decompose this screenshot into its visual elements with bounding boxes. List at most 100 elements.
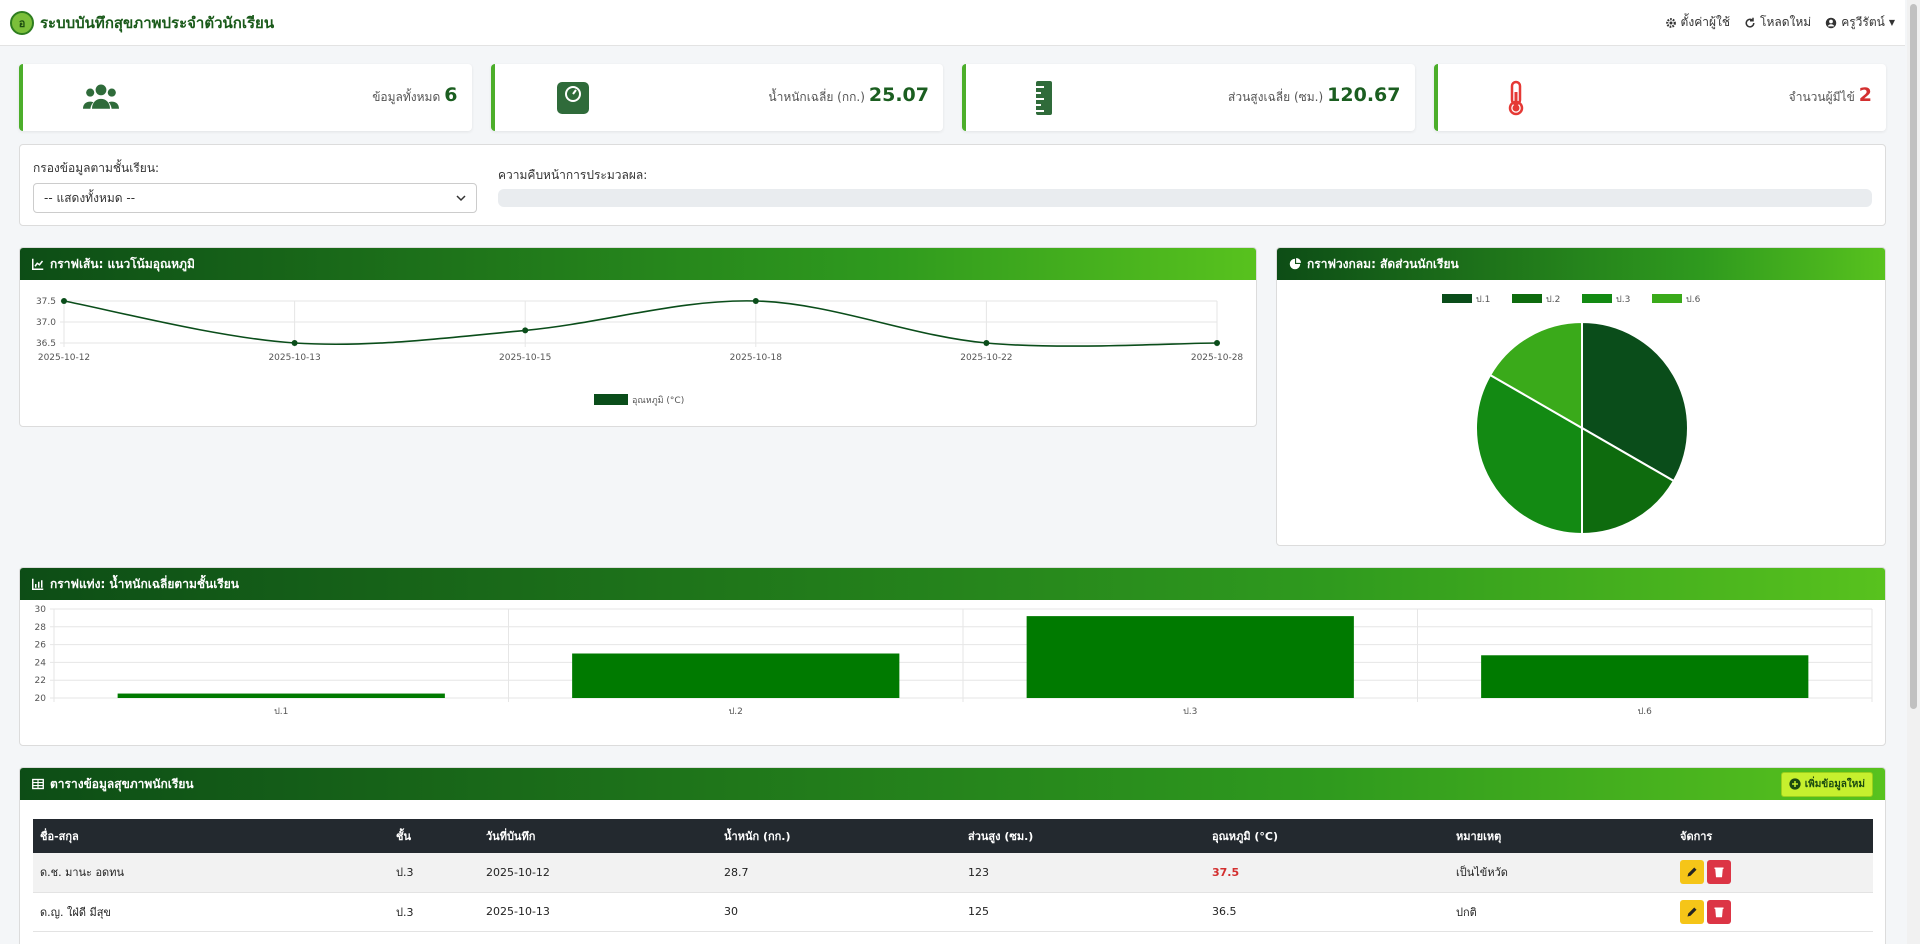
settings-label: ตั้งค่าผู้ใช้	[1680, 15, 1730, 29]
x-tick-label: ป.2	[729, 707, 743, 717]
pie-slice	[1475, 373, 1583, 536]
col-date: วันที่บันทึก	[486, 830, 536, 843]
cell-grade: ป.3	[396, 866, 414, 880]
cell-height: 123	[968, 865, 989, 879]
legend-swatch	[594, 394, 628, 405]
weight-scale-icon	[556, 82, 589, 114]
col-actions: จัดการ	[1680, 830, 1713, 843]
scrollbar-thumb[interactable]	[1910, 4, 1917, 709]
refresh-icon	[1745, 17, 1755, 28]
y-tick-label: 30	[35, 605, 47, 615]
health-table: ชื่อ-สกุล ชั้น วันที่บันทึก น้ำหนัก (กก.…	[33, 819, 1873, 932]
line-chart-header: กราฟเส้น: แนวโน้มอุณหภูมิ	[20, 248, 1256, 280]
add-record-label: เพิ่มข้อมูลใหม่	[1804, 778, 1865, 790]
x-tick-label: 2025-10-28	[1191, 353, 1244, 363]
bar-chart-header: กราฟแท่ง: น้ำหนักเฉลี่ยตามชั้นเรียน	[20, 568, 1885, 600]
cell-grade: ป.3	[396, 905, 414, 919]
cell-name: ด.ญ. ใฝ่ดี มีสุข	[40, 905, 111, 919]
legend-label: อุณหภูมิ (°C)	[632, 395, 684, 406]
pencil-icon	[1687, 867, 1697, 877]
data-point	[1214, 340, 1220, 346]
users-icon	[83, 84, 119, 109]
cell-note: เป็นไข้หวัด	[1456, 866, 1508, 880]
reload-label: โหลดใหม่	[1760, 15, 1812, 29]
stat-card-fever: จำนวนผู้มีไข้ 2	[1433, 64, 1886, 131]
legend-label: ป.6	[1686, 295, 1701, 305]
stat-card-weight: น้ำหนักเฉลี่ย (กก.) 25.07	[490, 64, 943, 131]
grade-filter-select[interactable]: -- แสดงทั้งหมด --	[33, 183, 477, 213]
legend-swatch	[1442, 294, 1472, 303]
trash-icon	[1714, 907, 1724, 917]
legend-swatch	[1512, 294, 1542, 303]
progress-bar	[498, 189, 1872, 207]
chevron-down-icon	[456, 191, 466, 205]
cell-date: 2025-10-13	[486, 905, 550, 918]
pie-slice	[1488, 320, 1583, 430]
col-temp: อุณหภูมิ (°C)	[1212, 830, 1279, 843]
reload-link[interactable]: โหลดใหม่	[1744, 13, 1811, 32]
pie-chart-icon	[1289, 258, 1301, 270]
edit-button[interactable]	[1680, 860, 1704, 885]
bar	[117, 693, 445, 698]
page-scrollbar[interactable]	[1907, 0, 1920, 944]
data-point	[61, 298, 67, 304]
filter-selected-value: -- แสดงทั้งหมด --	[44, 190, 136, 205]
y-tick-label: 20	[35, 694, 47, 704]
stat-value: 6	[444, 84, 458, 106]
nav-right: ตั้งค่าผู้ใช้ โหลดใหม่ ครูวีรัตน์ ▼	[1665, 13, 1895, 32]
line-chart-icon	[32, 258, 44, 270]
trash-icon	[1714, 867, 1724, 878]
user-circle-icon	[1825, 17, 1837, 28]
bar-chart-icon	[32, 578, 44, 590]
delete-button[interactable]	[1707, 899, 1731, 924]
legend-label: ป.3	[1616, 295, 1630, 305]
brand[interactable]: อ ระบบบันทึกสุขภาพประจำตัวนักเรียน	[10, 10, 275, 35]
cell-weight: 30	[724, 905, 738, 918]
user-menu[interactable]: ครูวีรัตน์ ▼	[1825, 13, 1895, 32]
y-tick-label: 24	[35, 658, 47, 668]
x-tick-label: ป.1	[274, 707, 288, 717]
app-title: ระบบบันทึกสุขภาพประจำตัวนักเรียน	[40, 13, 275, 32]
table-header: ตารางข้อมูลสุขภาพนักเรียน เพิ่มข้อมูลใหม…	[20, 768, 1885, 800]
edit-button[interactable]	[1680, 899, 1704, 924]
y-tick-label: 37.0	[36, 318, 56, 328]
legend-swatch	[1582, 294, 1612, 303]
pie-chart-title: กราฟวงกลม: สัดส่วนนักเรียน	[1307, 256, 1459, 271]
col-name: ชื่อ-สกุล	[40, 830, 79, 843]
stat-value: 2	[1858, 84, 1872, 106]
table-row: ด.ญ. ใฝ่ดี มีสุข ป.3 2025-10-13 30 125 3…	[33, 892, 1873, 931]
caret-down-icon: ▼	[1888, 18, 1895, 27]
x-tick-label: 2025-10-13	[268, 353, 320, 363]
app-logo: อ	[10, 10, 34, 35]
bar-chart-title: กราฟแท่ง: น้ำหนักเฉลี่ยตามชั้นเรียน	[50, 576, 239, 591]
bar	[1481, 655, 1809, 698]
add-record-button[interactable]: เพิ่มข้อมูลใหม่	[1780, 771, 1873, 797]
user-name: ครูวีรัตน์	[1841, 15, 1885, 29]
y-tick-label: 22	[35, 676, 46, 686]
line-chart: 37.5 37.0 36.5 2025-10-12 2025-10-13 2025-10-…	[36, 297, 1244, 406]
cell-name: ด.ช. มานะ อดทน	[40, 866, 124, 880]
ruler-icon	[1036, 81, 1052, 115]
data-point	[983, 340, 990, 346]
stat-cards: ข้อมูลทั้งหมด 6 น้ำหนักเฉลี่ย (กก.) 25.0…	[19, 64, 1886, 131]
stat-card-total: ข้อมูลทั้งหมด 6	[19, 64, 472, 131]
y-tick-label: 26	[35, 641, 47, 651]
pie-chart-header: กราฟวงกลม: สัดส่วนนักเรียน	[1277, 248, 1885, 280]
settings-link[interactable]: ตั้งค่าผู้ใช้	[1665, 13, 1730, 32]
bar-chart-panel: กราฟแท่ง: น้ำหนักเฉลี่ยตามชั้นเรียน 30 28…	[19, 567, 1886, 746]
bar	[572, 653, 900, 698]
x-tick-label: 2025-10-22	[960, 353, 1012, 363]
pie-chart-panel: กราฟวงกลม: สัดส่วนนักเรียน ป.1 ป.2 ป.3 ป.6	[1276, 247, 1886, 546]
cell-date: 2025-10-12	[486, 865, 550, 879]
x-tick-label: 2025-10-12	[38, 353, 90, 363]
x-tick-label: 2025-10-18	[730, 353, 783, 363]
stat-label: ส่วนสูงเฉลี่ย (ซม.)	[1228, 90, 1324, 104]
table-header-row: ชื่อ-สกุล ชั้น วันที่บันทึก น้ำหนัก (กก.…	[33, 819, 1873, 853]
line-chart-panel: กราฟเส้น: แนวโน้มอุณหภูมิ 37.5 37.0 36.5 20…	[19, 247, 1257, 427]
stat-card-height: ส่วนสูงเฉลี่ย (ซม.) 120.67	[962, 64, 1415, 131]
legend-label: ป.1	[1476, 295, 1490, 305]
delete-button[interactable]	[1707, 860, 1731, 885]
cell-note: ปกติ	[1456, 905, 1477, 919]
y-tick-label: 36.5	[36, 339, 56, 349]
stat-label: น้ำหนักเฉลี่ย (กก.)	[768, 90, 865, 104]
